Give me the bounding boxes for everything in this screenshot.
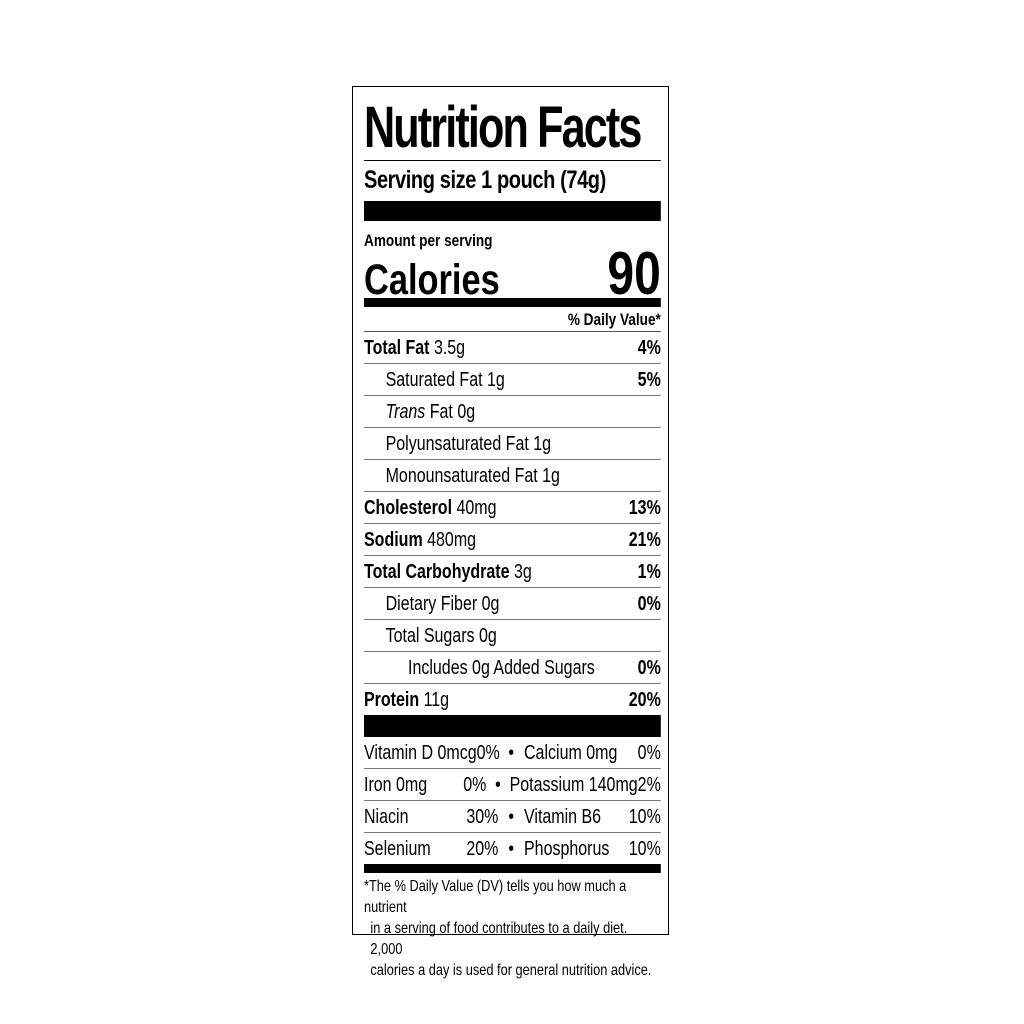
vitamin-name: Iron 0mg <box>364 774 428 796</box>
label-title: Nutrition Facts <box>364 95 642 160</box>
nutrient-name: Total Fat <box>364 337 430 359</box>
medium-divider <box>364 864 661 873</box>
vitamin-dv: 0% <box>637 742 661 764</box>
vitamin-dv: 10% <box>628 806 661 828</box>
nutrient-amount: 0g <box>478 625 497 647</box>
nutrient-dv: 4% <box>637 337 661 359</box>
vitamin-dv: 10% <box>628 838 661 860</box>
nutrient-amount: 1g <box>533 433 552 455</box>
nutrient-row-monounsaturated-fat: Monounsaturated Fat 1g <box>364 460 661 492</box>
nutrient-amount: 3.5g <box>433 337 466 359</box>
footnote: *The % Daily Value (DV) tells you how mu… <box>364 876 661 981</box>
nutrient-amount: 1g <box>487 369 505 391</box>
footnote-line: calories a day is used for general nutri… <box>370 962 652 979</box>
nutrient-row-trans-fat: Trans Fat 0g <box>364 396 661 428</box>
calories-row: Calories 90 <box>364 240 661 307</box>
thick-divider <box>364 715 661 737</box>
bullet-separator: • <box>508 806 514 828</box>
nutrient-row-total-carbohydrate: Total Carbohydrate 3g 1% <box>364 556 661 588</box>
thick-divider <box>364 201 661 221</box>
vitamin-name: Vitamin D 0mcg <box>364 742 477 764</box>
nutrient-dv: 1% <box>637 561 661 583</box>
nutrient-dv: 20% <box>628 689 661 711</box>
vitamin-dv: 0% <box>463 774 487 796</box>
nutrient-name: Dietary Fiber <box>385 593 478 615</box>
vitamin-name: Potassium 140mg <box>509 774 638 796</box>
medium-divider <box>364 298 661 307</box>
nutrient-name: Includes 0g Added Sugars <box>408 657 595 679</box>
vitamin-name: Selenium <box>364 838 431 860</box>
nutrient-dv: 13% <box>628 497 661 519</box>
nutrient-name: Saturated Fat <box>385 369 483 391</box>
nutrient-name: Sodium <box>364 529 423 551</box>
bullet-separator: • <box>495 774 501 796</box>
nutrient-name: Trans <box>385 401 426 423</box>
serving-size: Serving size 1 pouch (74g) <box>364 166 606 194</box>
nutrient-amount: 3g <box>513 561 532 583</box>
vitamin-row: Vitamin D 0mcg 0% • Calcium 0mg 0% <box>364 737 661 769</box>
vitamin-name: Niacin <box>364 806 409 828</box>
vitamin-name: Phosphorus <box>524 838 610 860</box>
nutrient-dv: 0% <box>637 657 661 679</box>
vitamin-dv: 2% <box>637 774 661 796</box>
nutrient-row-added-sugars: Includes 0g Added Sugars 0% <box>364 652 661 684</box>
vitamin-name: Calcium 0mg <box>524 742 618 764</box>
nutrition-facts-label: Nutrition Facts Serving size 1 pouch (74… <box>352 86 669 979</box>
nutrient-row-sodium: Sodium 480mg 21% <box>364 524 661 556</box>
footnote-line: in a serving of food contributes to a da… <box>370 920 628 958</box>
nutrient-name: Polyunsaturated Fat <box>385 433 529 455</box>
calories-label: Calories <box>364 256 500 304</box>
nutrient-amount: 480mg <box>427 529 477 551</box>
vitamin-dv: 20% <box>466 838 499 860</box>
nutrient-name: Total Carbohydrate <box>364 561 510 583</box>
nutrient-amount: 1g <box>542 465 560 487</box>
nutrient-dv: 21% <box>628 529 661 551</box>
divider <box>364 160 661 161</box>
nutrient-name: Cholesterol <box>364 497 453 519</box>
nutrient-name: Protein <box>364 689 420 711</box>
nutrient-row-cholesterol: Cholesterol 40mg 13% <box>364 492 661 524</box>
vitamin-row: Niacin 30% • Vitamin B6 10% <box>364 801 661 833</box>
nutrient-row-saturated-fat: Saturated Fat 1g 5% <box>364 364 661 396</box>
nutrient-row-total-fat: Total Fat 3.5g 4% <box>364 332 661 364</box>
vitamin-row: Iron 0mg 0% • Potassium 140mg 2% <box>364 769 661 801</box>
bullet-separator: • <box>508 742 514 764</box>
nutrient-amount: 40mg <box>456 497 497 519</box>
nutrient-name: Monounsaturated Fat <box>385 465 538 487</box>
nutrient-row-total-sugars: Total Sugars 0g <box>364 620 661 652</box>
calories-value: 90 <box>607 240 661 307</box>
vitamin-dv: 0% <box>476 742 500 764</box>
vitamin-dv: 30% <box>466 806 499 828</box>
nutrient-name: Total Sugars <box>385 625 475 647</box>
nutrient-row-protein: Protein 11g 20% <box>364 684 661 715</box>
nutrient-amount: Fat 0g <box>429 401 476 423</box>
bullet-separator: • <box>508 838 514 860</box>
nutrient-amount: 0g <box>481 593 500 615</box>
nutrient-row-dietary-fiber: Dietary Fiber 0g 0% <box>364 588 661 620</box>
nutrient-row-polyunsaturated-fat: Polyunsaturated Fat 1g <box>364 428 661 460</box>
daily-value-header: % Daily Value* <box>364 307 661 332</box>
amount-per-serving: Amount per serving <box>364 231 493 250</box>
nutrient-amount: 11g <box>423 689 450 711</box>
vitamin-row: Selenium 20% • Phosphorus 10% <box>364 833 661 864</box>
nutrient-dv: 5% <box>637 369 661 391</box>
footnote-line: *The % Daily Value (DV) tells you how mu… <box>364 878 627 916</box>
vitamin-name: Vitamin B6 <box>524 806 602 828</box>
nutrient-dv: 0% <box>637 593 661 615</box>
